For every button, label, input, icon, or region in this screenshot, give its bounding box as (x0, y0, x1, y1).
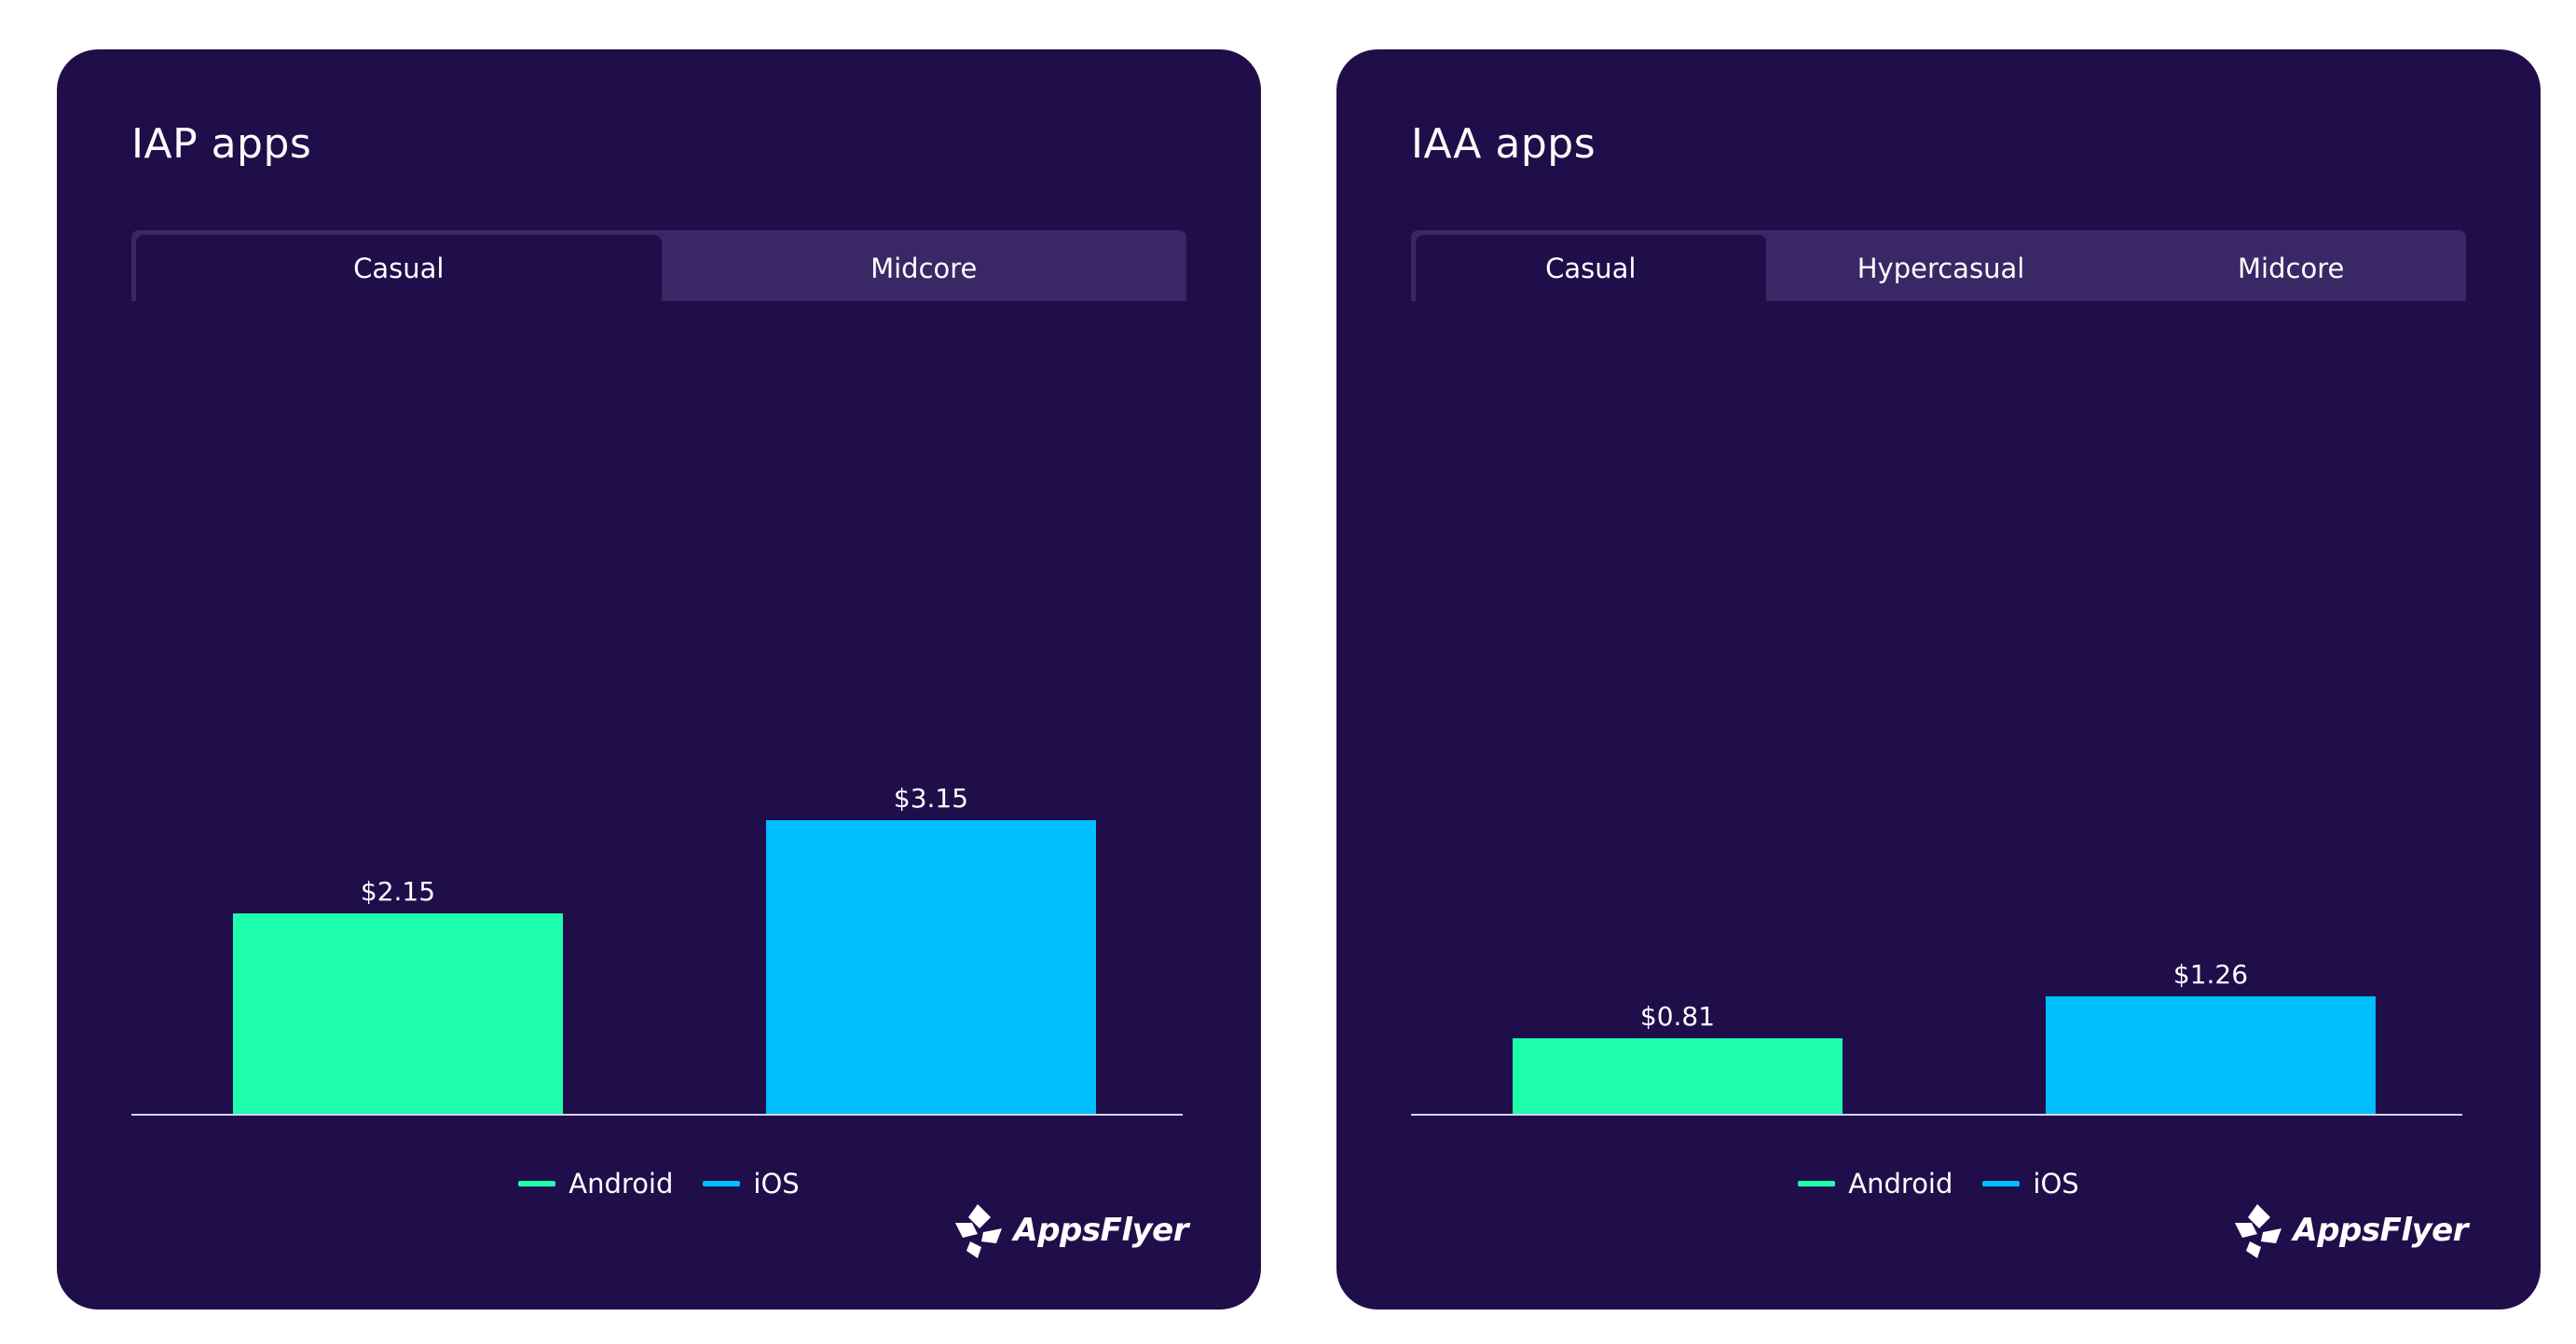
legend-label: Android (1848, 1168, 1953, 1200)
tab-midcore[interactable]: Midcore (2116, 235, 2466, 301)
chart-card-iap: IAP apps Casual Midcore $2.15 $3.15 Andro… (57, 49, 1261, 1310)
tab-label: Midcore (2238, 252, 2345, 284)
appsflyer-logo-icon (2235, 1204, 2282, 1258)
legend-item-android: Android (518, 1168, 673, 1200)
appsflyer-logo-icon (955, 1204, 1003, 1258)
legend-swatch-ios (703, 1181, 741, 1186)
chart-card-iaa: IAA apps Casual Hypercasual Midcore $0.8… (1336, 49, 2541, 1310)
legend-swatch-android (1798, 1181, 1836, 1186)
bar-ios (2046, 996, 2376, 1114)
data-label-ios: $1.26 (2173, 959, 2248, 990)
appsflyer-logo: AppsFlyer (950, 1198, 1188, 1263)
legend-label: Android (569, 1168, 674, 1200)
chart-title: IAP apps (131, 120, 312, 168)
tab-hypercasual[interactable]: Hypercasual (1766, 235, 2117, 301)
bar-ios (766, 820, 1096, 1114)
data-label-ios: $3.15 (894, 783, 968, 814)
plot-area: $0.81 $1.26 (1411, 329, 2466, 1168)
legend-label: iOS (753, 1168, 800, 1200)
legend-item-ios: iOS (1982, 1168, 2079, 1200)
tab-casual[interactable]: Casual (136, 235, 662, 301)
logo-text: AppsFlyer (2293, 1212, 2468, 1249)
chart-legend: Android iOS (57, 1168, 1261, 1200)
category-tabs: Casual Midcore (131, 230, 1186, 301)
logo-text: AppsFlyer (1013, 1212, 1188, 1249)
plot-area: $2.15 $3.15 (131, 329, 1186, 1168)
tab-label: Midcore (870, 252, 978, 284)
data-label-android: $0.81 (1640, 1001, 1715, 1032)
tab-label: Casual (1545, 252, 1637, 284)
tab-midcore[interactable]: Midcore (662, 235, 1187, 301)
bar-android (1513, 1038, 1843, 1114)
data-label-android: $2.15 (361, 876, 435, 907)
bar-android (233, 913, 563, 1114)
legend-swatch-android (518, 1181, 556, 1186)
appsflyer-logo: AppsFlyer (2229, 1198, 2468, 1263)
legend-swatch-ios (1982, 1181, 2021, 1186)
category-tabs: Casual Hypercasual Midcore (1411, 230, 2466, 301)
legend-label: iOS (2033, 1168, 2079, 1200)
tab-casual[interactable]: Casual (1416, 235, 1766, 301)
legend-item-ios: iOS (703, 1168, 800, 1200)
bar-chart: $2.15 $3.15 (131, 783, 1183, 1116)
tab-label: Hypercasual (1857, 252, 2025, 284)
bar-chart: $0.81 $1.26 (1411, 959, 2462, 1116)
chart-legend: Android iOS (1336, 1168, 2541, 1200)
legend-item-android: Android (1798, 1168, 1953, 1200)
chart-title: IAA apps (1411, 120, 1596, 168)
tab-label: Casual (353, 252, 445, 284)
